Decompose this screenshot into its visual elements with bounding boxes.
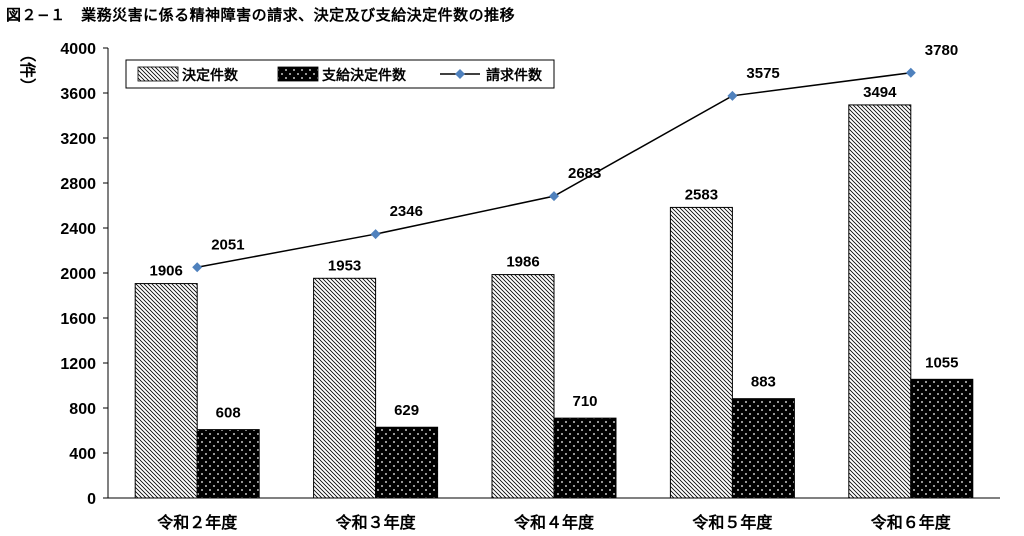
data-label-decision: 2583	[685, 186, 718, 203]
series-claims-line	[192, 67, 916, 273]
series-decision-bars	[134, 104, 912, 499]
claims-line	[197, 72, 911, 268]
y-tick-label: 400	[69, 446, 96, 463]
bar-decision	[134, 283, 198, 499]
series-approval-bars	[196, 378, 974, 499]
y-tick-label: 3600	[60, 86, 96, 103]
bar-approval	[196, 429, 260, 499]
bar-decision	[669, 206, 733, 499]
x-category-label: 令和６年度	[870, 513, 952, 532]
data-labels: 1906 608 1953 629 1986 710 2583 883 3494 1055 2051…	[150, 42, 959, 422]
bar-approval	[731, 398, 795, 499]
legend-label-approval: 支給決定件数	[321, 67, 407, 84]
bar-approval	[375, 426, 439, 499]
data-label-claims: 2346	[390, 203, 423, 220]
data-label-claims: 2683	[568, 165, 601, 182]
data-label-decision: 1986	[506, 254, 539, 271]
bar-decision	[491, 274, 555, 499]
x-category-label: 令和５年度	[691, 513, 773, 532]
y-tick-label: 2000	[60, 266, 96, 283]
y-axis-title: （件）	[18, 46, 37, 94]
legend: 決定件数 支給決定件数 請求件数	[125, 59, 555, 89]
legend-swatch-approval	[277, 66, 319, 82]
y-tick-label: 4000	[60, 41, 96, 58]
y-tick-label: 3200	[60, 131, 96, 148]
y-ticks: 0 400 800 1200 1600 2000 2400 2800 3200 3600 4000	[60, 41, 108, 508]
x-category-label: 令和２年度	[156, 513, 238, 532]
bar-approval	[910, 378, 974, 499]
claims-point	[905, 67, 916, 78]
claims-point	[370, 229, 381, 240]
y-tick-label: 2800	[60, 176, 96, 193]
data-label-claims: 3780	[925, 42, 958, 59]
data-label-approval: 883	[751, 374, 776, 391]
legend-swatch-decision	[137, 66, 179, 82]
y-tick-label: 0	[87, 491, 96, 508]
x-category-label: 令和３年度	[335, 513, 417, 532]
x-category-label: 令和４年度	[513, 513, 595, 532]
y-tick-label: 1200	[60, 356, 96, 373]
data-label-approval: 710	[572, 393, 597, 410]
data-label-approval: 608	[216, 405, 241, 422]
data-label-decision: 1906	[150, 263, 183, 280]
legend-box	[125, 59, 555, 89]
bar-decision	[848, 104, 912, 499]
y-tick-label: 1600	[60, 311, 96, 328]
claims-point	[192, 262, 203, 273]
y-tick-label: 800	[69, 401, 96, 418]
data-label-claims: 2051	[211, 236, 244, 253]
chart-title: 図２−１ 業務災害に係る精神障害の請求、決定及び支給決定件数の推移	[6, 6, 516, 24]
data-label-decision: 3494	[863, 84, 897, 101]
legend-swatch-claims-marker	[455, 69, 465, 79]
data-label-claims: 3575	[746, 65, 779, 82]
legend-label-decision: 決定件数	[182, 67, 239, 84]
y-axis-label: （件）	[18, 46, 37, 94]
bar-decision	[313, 277, 377, 499]
legend-label-claims: 請求件数	[486, 67, 543, 84]
claims-point	[549, 191, 559, 202]
data-label-decision: 1953	[328, 257, 361, 274]
bar-approval	[553, 417, 617, 499]
data-label-approval: 629	[394, 402, 419, 419]
claims-point	[727, 90, 738, 101]
x-categories: 令和２年度 令和３年度 令和４年度 令和５年度 令和６年度	[156, 513, 952, 532]
y-tick-label: 2400	[60, 221, 96, 238]
data-label-approval: 1055	[925, 354, 958, 371]
